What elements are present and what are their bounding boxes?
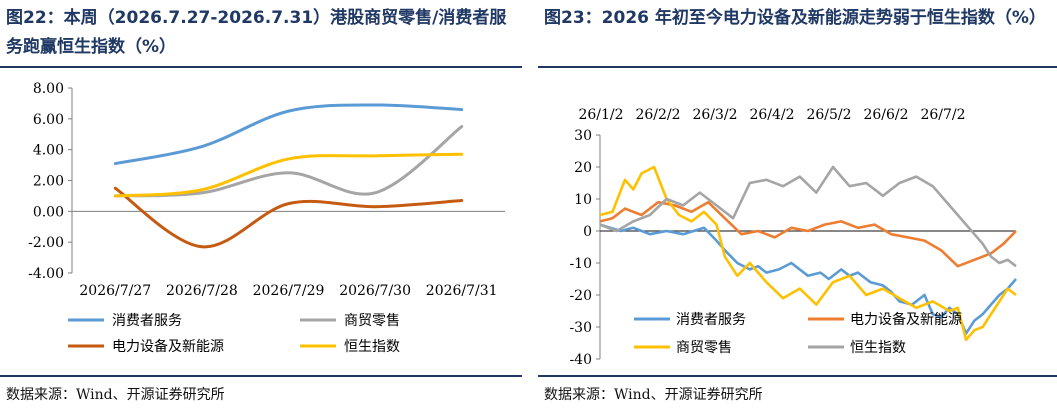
y-tick-label: -4.00 <box>28 266 64 282</box>
legend-label-power_right: 电力设备及新能源 <box>850 311 962 328</box>
y-tick-label: -30 <box>569 320 592 336</box>
x-tick-label: 2026/7/28 <box>166 283 238 299</box>
left-chart-title: 图22：本周（2026.7.27-2026.7.31）港股商贸零售/消费者服务跑… <box>6 8 507 57</box>
y-tick-label: -10 <box>569 256 592 272</box>
series-line-hsi <box>599 165 1017 342</box>
x-tick-label: 26/4/2 <box>749 107 794 123</box>
x-tick-label: 26/6/2 <box>863 107 908 123</box>
series-line-retail <box>113 125 464 198</box>
legend-label-consumer: 消费者服务 <box>112 313 182 329</box>
left-title-rule <box>0 66 522 68</box>
x-tick-label: 26/7/2 <box>920 107 965 123</box>
series-line-consumer <box>113 103 464 166</box>
right-source-rule <box>538 375 1057 377</box>
right-chart-title: 图23：2026 年初至今电力设备及新能源走势弱于恒生指数（%） <box>544 8 1046 28</box>
left-line-chart: 8.00 6.00 4.00 2.00 0.00 -2.00 -4.00 2026/7/27 2… <box>28 81 505 355</box>
x-tick-label: 26/3/2 <box>692 107 737 123</box>
left-source-note: 数据来源：Wind、开源证券研究所 <box>6 387 225 403</box>
y-tick-label: 20 <box>574 160 592 176</box>
x-tick-label: 26/1/2 <box>578 107 623 123</box>
x-tick-label: 2026/7/31 <box>426 283 498 299</box>
x-tick-label: 26/2/2 <box>635 107 680 123</box>
series-line-power <box>113 186 464 249</box>
series-line-hsi <box>113 152 464 198</box>
y-tick-label: 4.00 <box>33 143 64 159</box>
y-tick-label: 6.00 <box>33 112 64 128</box>
x-tick-label: 26/5/2 <box>806 107 851 123</box>
left-source-rule <box>0 375 522 377</box>
y-tick-label: -2.00 <box>28 235 64 251</box>
y-tick-label: 2.00 <box>33 174 64 190</box>
legend-label-retail: 商贸零售 <box>344 313 400 329</box>
right-title-rule <box>538 66 1057 68</box>
series-line-retail <box>599 165 1017 268</box>
legend-label-hsi: 商贸零售 <box>676 340 732 356</box>
x-tick-label: 2026/7/30 <box>339 283 411 299</box>
y-tick-label: 10 <box>574 192 592 208</box>
right-line-chart: 26/1/2 26/2/2 26/3/2 26/4/2 26/5/2 26/6/2 26/7… <box>569 107 1017 368</box>
y-tick-label: 0 <box>583 224 592 240</box>
y-tick-label: 30 <box>574 128 592 144</box>
legend-label-hsi: 恒生指数 <box>344 339 400 355</box>
legend-label-consumer: 消费者服务 <box>676 312 746 328</box>
y-tick-label: -40 <box>569 352 592 368</box>
y-tick-label: 0.00 <box>33 204 64 220</box>
x-tick-label: 2026/7/27 <box>79 283 151 299</box>
x-tick-label: 2026/7/29 <box>253 283 325 299</box>
y-tick-label: -20 <box>569 288 592 304</box>
legend-label-retail: 恒生指数 <box>850 340 906 356</box>
y-tick-label: 8.00 <box>33 81 64 97</box>
legend-label-power: 电力设备及新能源 <box>112 338 224 355</box>
right-source-note: 数据来源：Wind、开源证券研究所 <box>544 387 763 403</box>
left-chart-panel: 图22：本周（2026.7.27-2026.7.31）港股商贸零售/消费者服务跑… <box>0 0 522 410</box>
right-chart-panel: 图23：2026 年初至今电力设备及新能源走势弱于恒生指数（%） 26/1/2 2… <box>538 0 1057 410</box>
